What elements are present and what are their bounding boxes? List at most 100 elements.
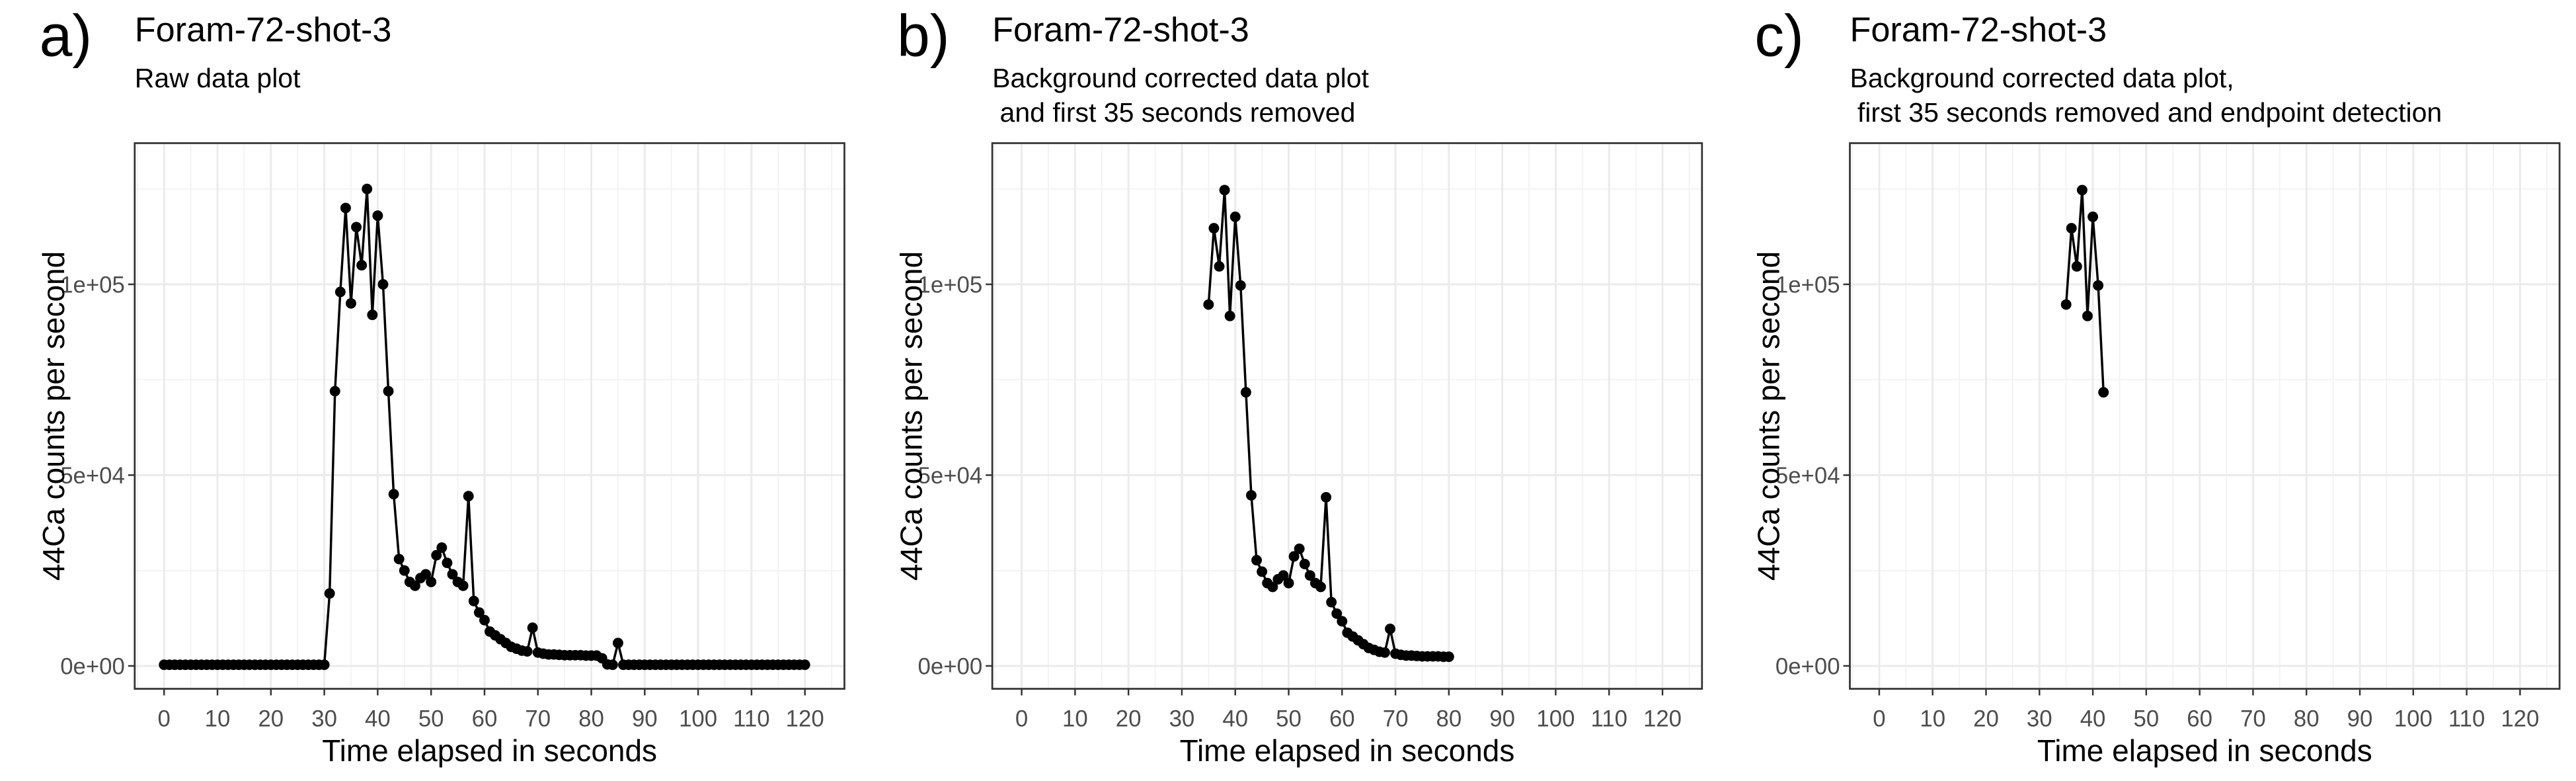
- chart-subtitle: first 35 seconds removed and endpoint de…: [1850, 97, 2442, 128]
- data-point: [1331, 608, 1343, 619]
- data-point: [1229, 211, 1241, 222]
- data-point: [1299, 558, 1310, 569]
- data-point: [463, 491, 474, 502]
- data-point: [1219, 185, 1230, 196]
- x-tick-label: 0: [1873, 707, 1885, 732]
- data-point: [1278, 570, 1289, 581]
- data-point: [2076, 185, 2088, 196]
- data-point: [1385, 624, 1395, 634]
- x-tick-label: 60: [1329, 707, 1355, 732]
- data-point: [1246, 490, 1257, 501]
- data-point: [447, 569, 458, 580]
- chart-title: Foram-72-shot-3: [1850, 11, 2107, 49]
- data-point: [420, 569, 432, 580]
- x-tick-label: 100: [1536, 707, 1575, 732]
- x-tick-label: 80: [2294, 707, 2320, 732]
- data-point: [1267, 581, 1278, 593]
- x-tick-label: 60: [2187, 707, 2212, 732]
- data-point: [367, 309, 378, 321]
- data-point: [1443, 651, 1454, 663]
- data-point: [473, 607, 485, 618]
- data-point: [1321, 491, 1332, 503]
- chart-title: Foram-72-shot-3: [135, 11, 392, 49]
- x-axis-label: Time elapsed in seconds: [322, 733, 657, 768]
- chart-subtitle: Raw data plot: [135, 63, 301, 93]
- x-tick-label: 20: [1973, 707, 1999, 732]
- x-tick-label: 20: [258, 707, 284, 732]
- x-axis-label: Time elapsed in seconds: [1180, 733, 1515, 768]
- x-tick-label: 30: [311, 707, 337, 732]
- data-point: [2066, 223, 2077, 234]
- x-tick-label: 90: [2347, 707, 2373, 732]
- y-tick-label: 5e+04: [918, 464, 983, 489]
- data-point: [2093, 280, 2104, 291]
- data-point: [2082, 310, 2093, 321]
- data-point: [607, 659, 618, 671]
- data-point: [334, 286, 346, 298]
- x-tick-label: 110: [733, 707, 769, 732]
- data-point: [356, 260, 368, 271]
- data-point: [393, 554, 405, 565]
- x-tick-label: 30: [2027, 707, 2052, 732]
- data-point: [372, 210, 383, 222]
- x-tick-label: 110: [1591, 707, 1627, 732]
- data-point: [351, 222, 362, 233]
- data-point: [324, 588, 335, 599]
- x-tick-label: 110: [2448, 707, 2485, 732]
- data-point: [2071, 261, 2082, 272]
- data-point: [1214, 261, 1225, 272]
- panel-label: a): [40, 3, 93, 69]
- x-tick-label: 50: [2134, 707, 2160, 732]
- x-tick-label: 90: [632, 707, 658, 732]
- data-point: [346, 298, 356, 309]
- chart-subtitle: Background corrected data plot: [992, 63, 1369, 93]
- y-tick-label: 1e+05: [1776, 272, 1840, 298]
- y-tick-label: 5e+04: [60, 464, 125, 489]
- data-point: [1304, 570, 1315, 581]
- data-point: [1337, 616, 1348, 627]
- data-point: [431, 550, 442, 561]
- y-axis-label: 44Ca counts per second: [1752, 251, 1786, 581]
- panel-label: c): [1754, 3, 1804, 69]
- data-point: [426, 577, 437, 587]
- y-tick-label: 1e+05: [60, 272, 125, 298]
- data-point: [442, 557, 453, 569]
- chart-title: Foram-72-shot-3: [992, 11, 1249, 49]
- data-point: [2088, 211, 2099, 222]
- data-point: [436, 542, 448, 554]
- data-point: [340, 202, 351, 214]
- chart-subtitle: Background corrected data plot,: [1850, 63, 2234, 93]
- x-axis-label: Time elapsed in seconds: [2037, 733, 2372, 768]
- panel-label: b): [897, 3, 950, 69]
- panel: c) Foram-72-shot-3 Background corrected da…: [1752, 3, 2561, 768]
- data-point: [399, 565, 410, 576]
- data-point: [522, 646, 533, 657]
- data-point: [479, 614, 490, 626]
- x-tick-label: 0: [158, 707, 171, 732]
- data-point: [457, 580, 469, 591]
- x-tick-label: 40: [1222, 707, 1248, 732]
- x-tick-label: 50: [418, 707, 444, 732]
- x-tick-label: 80: [578, 707, 604, 732]
- x-tick-label: 100: [2394, 707, 2433, 732]
- data-point: [1208, 223, 1220, 234]
- data-point: [1224, 310, 1235, 321]
- x-tick-label: 40: [365, 707, 391, 732]
- x-tick-label: 20: [1116, 707, 1142, 732]
- x-tick-label: 10: [205, 707, 231, 732]
- data-point: [329, 386, 340, 397]
- data-point: [1294, 543, 1305, 554]
- x-tick-label: 60: [472, 707, 498, 732]
- data-point: [1379, 647, 1390, 658]
- data-point: [1235, 280, 1246, 291]
- x-tick-label: 50: [1276, 707, 1302, 732]
- data-point: [1203, 299, 1214, 310]
- data-point: [612, 637, 623, 649]
- data-point: [1240, 387, 1251, 398]
- data-point: [799, 659, 810, 671]
- data-point: [1315, 581, 1326, 593]
- data-point: [319, 659, 330, 671]
- data-line: [2064, 190, 2105, 393]
- panel: a) Foram-72-shot-3 Raw data plot 0 10 20 30 40 5…: [36, 3, 845, 768]
- data-point: [377, 278, 389, 290]
